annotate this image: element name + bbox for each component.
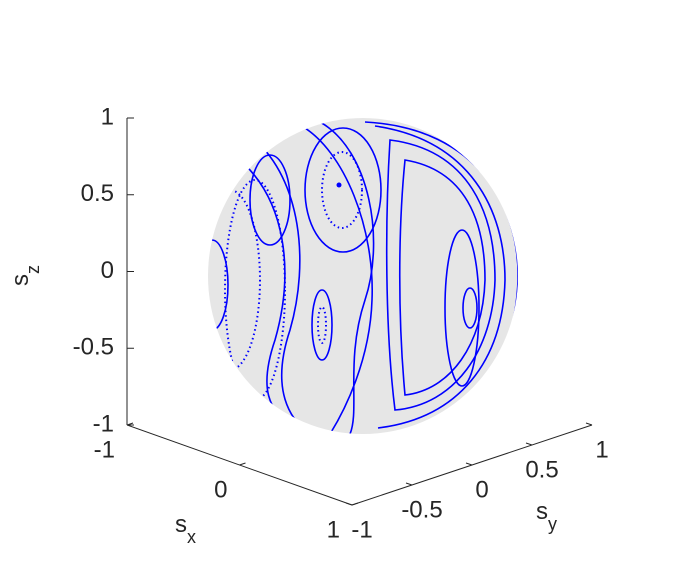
- y-tick-label: -1: [351, 516, 372, 543]
- y-tick: [585, 422, 593, 426]
- y-label-base: s: [536, 498, 548, 525]
- y-tick-label: 0: [475, 476, 488, 503]
- x-tick-label: -1: [94, 436, 115, 463]
- z-tick-label: 0.5: [81, 180, 114, 207]
- z-tick-label: 0: [101, 257, 114, 284]
- z-tick-label: 1: [101, 103, 114, 130]
- y-tick: [465, 462, 473, 466]
- x-tick: [126, 422, 134, 426]
- y-label-sub: y: [548, 514, 557, 534]
- z-axis-label: sz: [7, 265, 42, 286]
- y-tick: [345, 502, 353, 506]
- x-tick-label: 1: [327, 516, 340, 543]
- x-axis-label: sx: [175, 511, 196, 546]
- z-label-base: s: [7, 274, 34, 286]
- z-label-sub: z: [23, 265, 43, 274]
- y-tick-label: 0.5: [525, 456, 558, 483]
- y-tick-label: -0.5: [401, 496, 442, 523]
- x-tick-label: 0: [214, 476, 227, 503]
- x-label-sub: x: [187, 527, 196, 547]
- y-tick: [405, 482, 413, 486]
- x-tick: [239, 462, 246, 466]
- y-tick-label: 1: [595, 436, 608, 463]
- z-tick-label: -0.5: [73, 334, 114, 361]
- x-tick: [351, 502, 359, 506]
- trajectories: [208, 121, 518, 434]
- sphere: [208, 118, 518, 434]
- z-tick-label: -1: [93, 410, 114, 437]
- x-label-base: s: [175, 511, 187, 538]
- y-tick: [525, 442, 533, 446]
- y-axis-label: sy: [536, 498, 557, 533]
